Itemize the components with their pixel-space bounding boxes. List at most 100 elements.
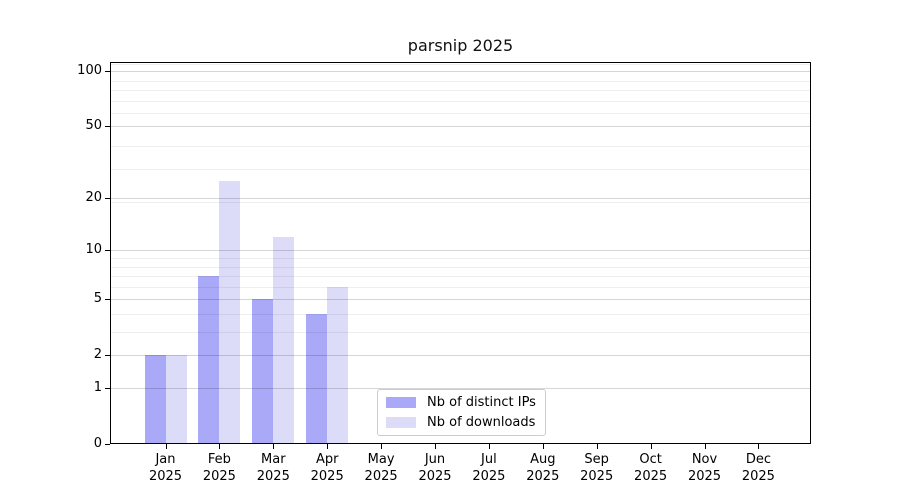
x-tick-label: Dec 2025 — [726, 451, 790, 485]
legend-item-distinct-ips: Nb of distinct IPs — [386, 395, 537, 410]
minor-gridline — [110, 266, 811, 268]
x-tick-year: 2025 — [148, 469, 183, 484]
minor-gridline — [110, 276, 811, 278]
y-tick-mark — [105, 250, 110, 252]
chart-bar — [306, 313, 328, 444]
major-gridline — [110, 299, 811, 301]
major-gridline — [110, 198, 811, 200]
legend: Nb of distinct IPs Nb of downloads — [377, 389, 546, 436]
x-tick-year: 2025 — [687, 469, 722, 484]
x-tick-year: 2025 — [634, 469, 668, 484]
x-tick-mark — [435, 444, 436, 449]
x-tick-year: 2025 — [256, 469, 290, 484]
chart-bar — [327, 286, 349, 444]
x-tick-month: Jan — [155, 452, 176, 467]
legend-label: Nb of downloads — [427, 415, 536, 430]
x-tick-month: Oct — [639, 452, 662, 467]
x-tick-year: 2025 — [364, 469, 398, 484]
x-tick-label: Nov 2025 — [673, 451, 737, 485]
x-tick-mark — [596, 444, 598, 449]
minor-gridline — [110, 313, 811, 315]
major-gridline — [110, 71, 811, 73]
y-tick-label: 5 — [93, 291, 102, 307]
x-tick-mark — [704, 444, 706, 449]
x-tick-month: Feb — [207, 452, 231, 467]
x-tick-label: Aug 2025 — [511, 451, 575, 485]
minor-gridline — [110, 146, 811, 148]
x-tick-month: Jun — [424, 452, 446, 467]
x-tick-month: Nov — [691, 452, 718, 467]
x-tick-year: 2025 — [418, 469, 452, 484]
minor-gridline — [110, 80, 811, 82]
x-tick-label: May 2025 — [349, 451, 413, 485]
x-tick-mark — [165, 444, 167, 449]
x-tick-mark — [327, 444, 329, 449]
x-tick-month: May — [367, 452, 395, 467]
chart-bar — [165, 355, 187, 444]
y-tick-label: 1 — [93, 380, 102, 395]
x-tick-year: 2025 — [202, 469, 236, 484]
x-tick-mark — [650, 444, 652, 449]
x-tick-month: Mar — [261, 452, 286, 467]
x-tick-month: Dec — [745, 452, 771, 467]
y-tick-label: 10 — [85, 242, 102, 258]
x-tick-mark — [219, 444, 221, 449]
x-tick-mark — [542, 444, 544, 449]
x-tick-month: Jul — [481, 452, 497, 467]
y-tick-label: 100 — [77, 63, 102, 79]
y-tick-mark — [105, 126, 110, 128]
x-tick-mark — [488, 444, 490, 449]
x-tick-label: Sep 2025 — [565, 451, 629, 485]
minor-gridline — [110, 113, 811, 115]
major-gridline — [110, 388, 811, 389]
minor-gridline — [110, 169, 811, 171]
y-tick-mark — [105, 355, 110, 357]
y-tick-label: 0 — [93, 436, 102, 451]
chart-bar — [252, 299, 274, 444]
x-tick-mark — [273, 444, 275, 449]
minor-gridline — [110, 90, 811, 92]
x-tick-year: 2025 — [310, 469, 344, 484]
y-tick-mark — [105, 198, 110, 200]
y-tick-label: 2 — [93, 347, 102, 363]
major-gridline — [110, 126, 811, 128]
chart-bar — [198, 276, 220, 444]
x-tick-label: Oct 2025 — [619, 451, 683, 485]
y-tick-mark — [105, 388, 110, 389]
x-tick-month: Sep — [584, 452, 609, 467]
legend-swatch-downloads-icon — [386, 417, 416, 428]
y-tick-mark — [105, 444, 110, 445]
minor-gridline — [110, 286, 811, 288]
y-tick-mark — [105, 299, 110, 301]
x-tick-year: 2025 — [580, 469, 614, 484]
minor-gridline — [110, 332, 811, 334]
x-tick-label: Apr 2025 — [295, 451, 359, 485]
x-tick-mark — [758, 444, 760, 449]
major-gridline — [110, 250, 811, 252]
x-tick-month: Apr — [315, 452, 339, 467]
y-tick-label: 50 — [85, 118, 102, 134]
legend-item-downloads: Nb of downloads — [386, 415, 537, 430]
x-tick-year: 2025 — [472, 469, 506, 484]
x-tick-label: Jun 2025 — [403, 451, 467, 485]
x-tick-label: Jul 2025 — [457, 451, 521, 485]
x-tick-month: Aug — [530, 452, 556, 467]
chart-bar — [144, 355, 166, 444]
legend-swatch-distinct-ips-icon — [386, 397, 416, 408]
x-tick-mark — [381, 444, 383, 449]
chart-bar — [273, 236, 295, 444]
legend-label: Nb of distinct IPs — [427, 395, 536, 410]
minor-gridline — [110, 64, 811, 66]
minor-gridline — [110, 100, 811, 102]
x-tick-year: 2025 — [741, 469, 775, 484]
y-tick-mark — [105, 71, 110, 73]
major-gridline — [110, 355, 811, 357]
y-tick-label: 20 — [85, 190, 102, 206]
x-tick-label: Jan 2025 — [134, 451, 198, 485]
chart-bar — [219, 180, 241, 444]
x-tick-label: Feb 2025 — [187, 451, 251, 485]
minor-gridline — [110, 202, 811, 203]
x-tick-year: 2025 — [526, 469, 560, 484]
chart-title: parsnip 2025 — [407, 36, 514, 55]
